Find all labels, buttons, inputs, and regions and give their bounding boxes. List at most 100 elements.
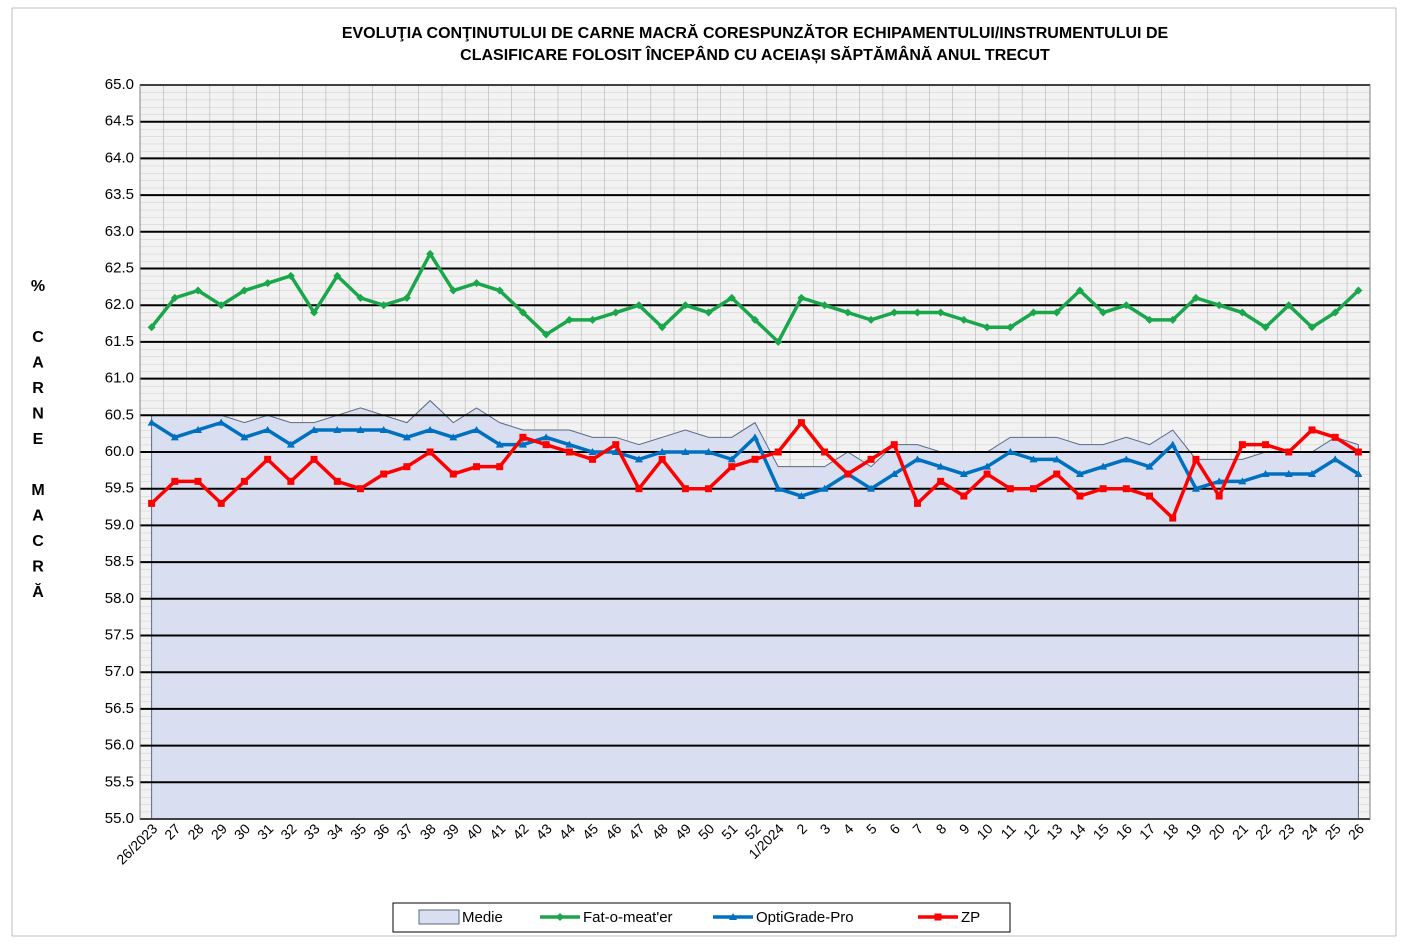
marker [1215,301,1224,310]
marker [333,425,342,433]
marker [147,418,156,426]
marker [519,433,527,441]
marker [286,271,295,280]
marker [1075,470,1084,478]
marker [333,477,341,485]
marker [844,470,852,478]
marker [1099,485,1107,493]
marker [936,462,945,470]
marker [867,455,875,463]
marker [1261,470,1270,478]
marker [356,425,365,433]
marker [774,448,782,456]
marker [983,470,991,478]
marker [751,455,759,463]
marker [1215,492,1223,500]
marker [1029,308,1038,317]
marker [774,337,783,346]
marker [937,477,945,485]
marker [495,440,504,448]
marker [960,492,968,500]
marker [379,425,388,433]
marker [1262,441,1270,449]
marker [565,448,573,456]
marker [959,470,968,478]
marker [556,913,564,921]
marker [426,249,435,258]
marker [310,455,318,463]
marker [728,463,736,471]
marker [1006,485,1014,493]
marker [635,485,643,493]
marker [426,425,435,433]
marker [1354,448,1362,456]
marker [263,279,272,288]
marker [565,440,574,448]
marker [1052,455,1061,463]
marker [170,433,179,441]
marker [1261,323,1270,332]
y-tick-label: 57.0 [105,663,134,680]
marker [1238,441,1246,449]
marker [473,463,481,471]
y-tick-label: 63.5 [105,186,134,203]
marker [890,308,899,317]
marker [1029,485,1037,493]
y-tick-label: 55.5 [105,773,134,790]
marker [588,448,597,455]
marker [217,301,226,310]
marker [821,448,829,456]
marker [1053,470,1061,478]
marker [820,484,829,492]
y-tick-label: 57.5 [105,626,134,643]
marker [472,279,481,288]
marker [565,315,574,324]
marker [449,286,458,295]
marker [913,308,922,317]
area [151,399,1359,820]
marker [634,455,643,463]
marker [356,293,365,302]
marker [240,286,249,295]
chart-title: EVOLUŢIA CONŢINUTULUI DE CARNE MACRĂ COR… [342,23,1169,42]
marker [729,913,737,920]
marker [704,448,713,455]
marker [287,477,295,485]
marker [820,301,829,310]
marker [170,293,179,302]
marker [449,433,458,441]
y-tick-label: 56.0 [105,737,134,754]
marker [194,425,203,433]
marker [658,455,666,463]
marker [286,440,295,448]
marker [402,433,411,441]
marker [681,301,690,310]
marker [1122,301,1131,310]
marker [495,286,504,295]
marker [1075,286,1084,295]
marker [263,425,272,433]
marker [1006,323,1015,332]
marker [426,448,434,456]
marker [1308,426,1316,434]
marker [1192,455,1200,463]
marker [240,477,248,485]
marker [1307,470,1316,478]
marker [1122,455,1131,463]
marker [379,301,388,310]
marker [1099,308,1108,317]
marker [867,315,876,324]
marker [934,913,942,921]
y-tick-label: 56.5 [105,700,134,717]
marker [1307,323,1316,332]
marker [1076,492,1084,500]
y-tick-label: 62.5 [105,259,134,276]
marker [913,455,922,463]
marker [518,308,527,317]
marker [705,485,713,493]
marker [1145,315,1154,324]
marker [681,448,690,455]
marker [890,441,898,449]
marker [171,477,179,485]
